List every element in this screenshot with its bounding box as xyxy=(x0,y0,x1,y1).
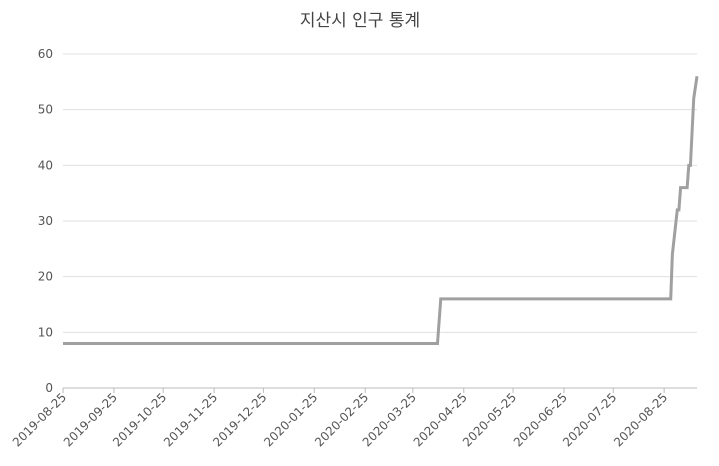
y-tick-label: 60 xyxy=(38,47,53,61)
y-tick-label: 20 xyxy=(38,270,53,284)
x-tick-label: 2019-08-25 xyxy=(10,390,69,449)
y-tick-label: 30 xyxy=(38,214,53,228)
x-tick-label: 2020-08-25 xyxy=(611,390,670,449)
y-tick-label: 10 xyxy=(38,325,53,339)
data-line xyxy=(63,76,699,345)
y-tick-label: 0 xyxy=(45,381,53,395)
chart-title: 지산시 인구 통계 xyxy=(300,11,420,31)
y-tick-label: 50 xyxy=(38,103,53,117)
y-tick-label: 40 xyxy=(38,158,53,172)
x-tick-label: 2020-01-25 xyxy=(261,390,320,449)
